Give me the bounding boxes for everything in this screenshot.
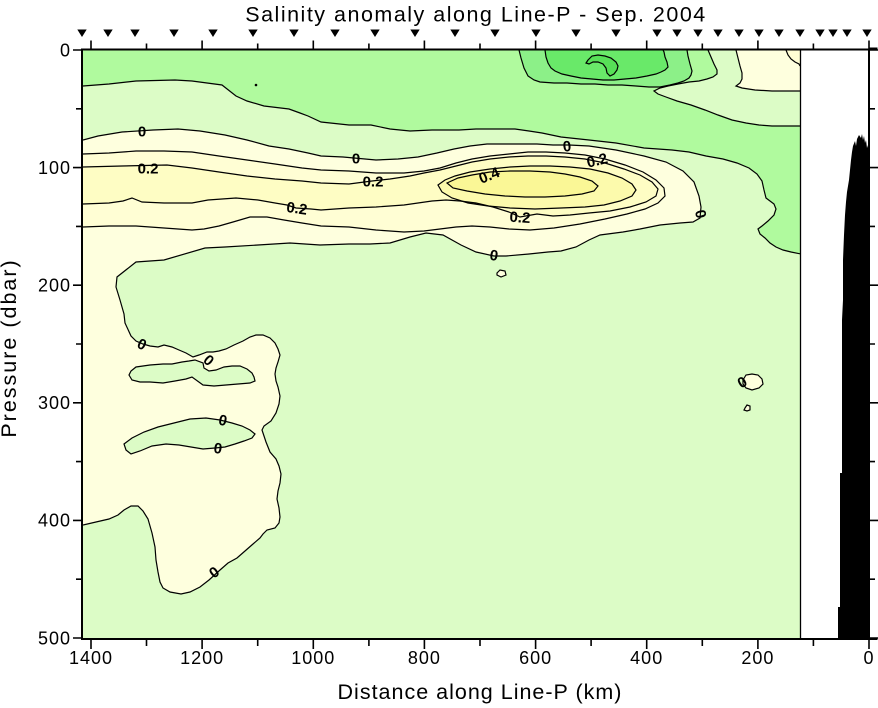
svg-text:400: 400 [630,648,663,668]
svg-text:1200: 1200 [180,648,224,668]
svg-text:0.2: 0.2 [509,209,531,227]
svg-text:500: 500 [38,628,71,648]
svg-text:600: 600 [519,648,552,668]
svg-text:Salinity anomaly along Line-P: Salinity anomaly along Line-P - Sep. 200… [245,3,707,27]
svg-text:0: 0 [213,440,224,458]
svg-text:0: 0 [691,208,709,220]
svg-text:400: 400 [38,511,71,531]
svg-text:0: 0 [489,247,500,265]
svg-text:Distance along Line-P (km): Distance along Line-P (km) [338,680,623,704]
svg-text:200: 200 [741,648,774,668]
svg-text:0: 0 [217,412,229,430]
svg-text:0.4: 0.4 [476,164,502,188]
svg-text:0.2: 0.2 [285,199,308,219]
svg-text:0: 0 [352,150,360,167]
svg-text:Pressure (dbar): Pressure (dbar) [0,258,21,437]
svg-text:800: 800 [408,648,441,668]
svg-text:300: 300 [38,393,71,413]
svg-text:0: 0 [562,138,572,156]
svg-text:1400: 1400 [69,648,113,668]
svg-text:1000: 1000 [291,648,335,668]
svg-text:200: 200 [38,276,71,296]
svg-text:0: 0 [863,648,874,668]
svg-text:0.2: 0.2 [138,160,159,177]
svg-text:0.2: 0.2 [363,173,384,190]
svg-text:0: 0 [138,123,146,140]
svg-text:0: 0 [60,40,71,60]
svg-text:0.2: 0.2 [585,150,609,172]
svg-text:100: 100 [38,158,71,178]
